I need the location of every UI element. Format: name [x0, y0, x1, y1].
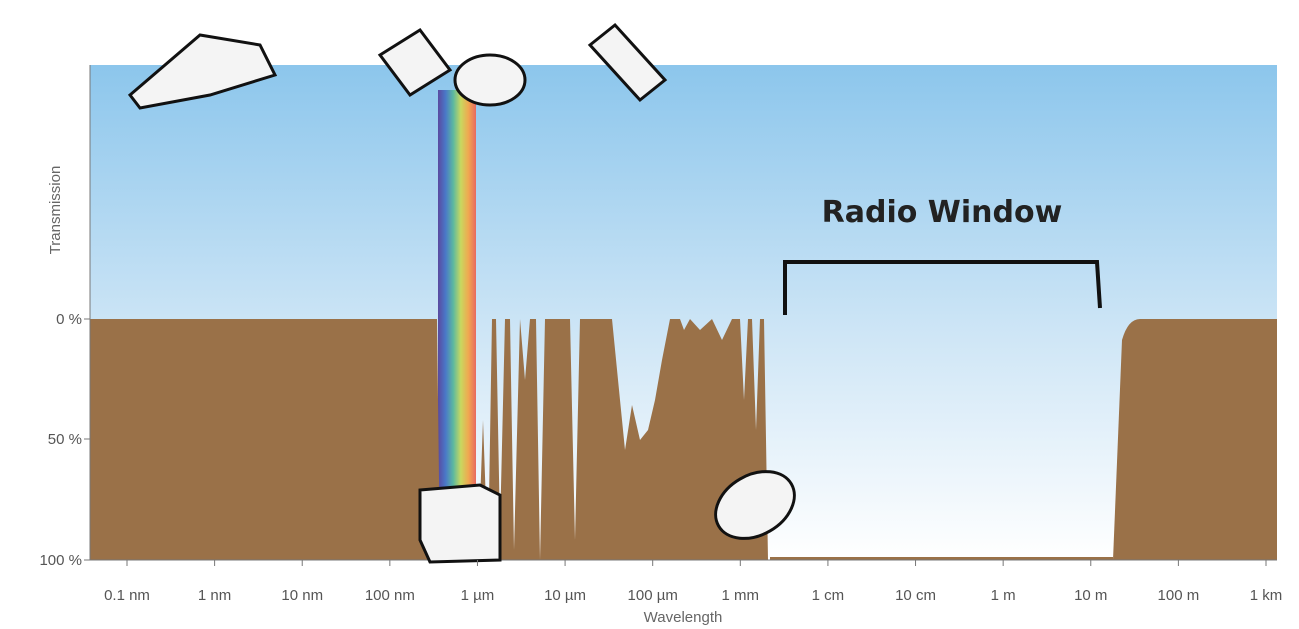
- x-tick-label: 10 cm: [895, 587, 936, 604]
- x-axis-title: Wavelength: [644, 609, 723, 626]
- y-tick-label: 100 %: [39, 552, 82, 569]
- x-tick-label: 10 nm: [281, 587, 323, 604]
- y-tick-label: 0 %: [56, 311, 82, 328]
- annotation: Radio Window: [822, 195, 1063, 230]
- x-tick-label: 1 nm: [198, 587, 231, 604]
- x-tick-label: 10 m: [1074, 587, 1107, 604]
- x-tick-label: 1 km: [1250, 587, 1283, 604]
- y-tick-label: 50 %: [48, 431, 82, 448]
- x-tick-label: 10 µm: [544, 587, 586, 604]
- x-tick-label: 100 µm: [628, 587, 678, 604]
- x-tick-label: 1 mm: [722, 587, 760, 604]
- x-tick-label: 1 m: [991, 587, 1016, 604]
- x-tick-label: 0.1 nm: [104, 587, 150, 604]
- page: Transmission Wavelength Radio Window 0 %…: [0, 0, 1299, 629]
- diagram: Transmission Wavelength Radio Window 0 %…: [0, 0, 1299, 629]
- y-axis-title: Transmission: [47, 166, 64, 255]
- x-tick-label: 1 cm: [812, 587, 845, 604]
- x-tick-label: 1 µm: [461, 587, 495, 604]
- visible-light: [438, 90, 476, 500]
- x-tick-label: 100 m: [1158, 587, 1200, 604]
- x-tick-label: 100 nm: [365, 587, 415, 604]
